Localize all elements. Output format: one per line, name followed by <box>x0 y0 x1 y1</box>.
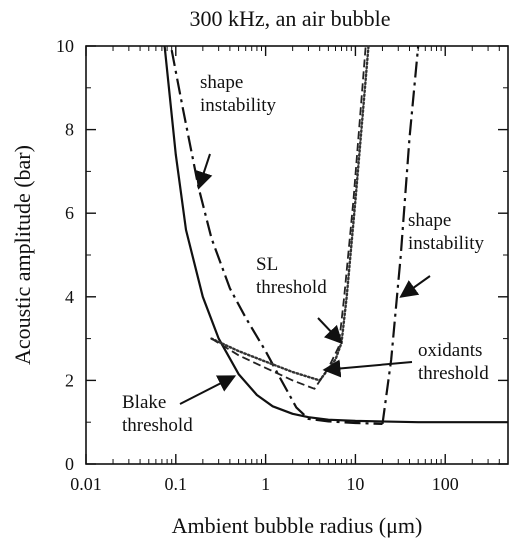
y-tick-label-3: 6 <box>65 203 74 223</box>
series-line-blake <box>163 45 508 424</box>
x-tick-label-3: 10 <box>346 474 364 494</box>
series-line-shape-right <box>381 45 420 425</box>
y-tick-label-5: 10 <box>56 36 74 56</box>
y-tick-label-1: 2 <box>65 370 74 390</box>
annotation-shape-left-line-1: instability <box>200 95 277 116</box>
annotation-arrow-oxidants <box>322 359 413 378</box>
x-tick-label-2: 1 <box>261 474 270 494</box>
y-tick-label-0: 0 <box>65 454 74 474</box>
y-tick-label-2: 4 <box>65 287 74 307</box>
annotation-blake-line-0: Blake <box>122 392 166 413</box>
y-axis-ticks: 0 2 4 6 8 10 <box>56 36 508 474</box>
y-tick-label-4: 8 <box>65 120 74 140</box>
x-axis-label: Ambient bubble radius (μm) <box>172 513 423 538</box>
annotation-oxidants-line-1: threshold <box>418 363 489 384</box>
annotation-sl-line-0: SL <box>256 254 278 275</box>
x-tick-label-0: 0.01 <box>70 474 102 494</box>
x-tick-label-1: 0.1 <box>165 474 188 494</box>
annotation-shape-right-line-0: shape <box>408 210 451 231</box>
annotation-shape-left-line-0: shape <box>200 72 243 93</box>
annotation-arrow-sl <box>317 317 343 345</box>
series-line-oxidants <box>211 45 367 390</box>
annotations-group: shapeinstabilityshapeinstabilitySLthresh… <box>122 72 489 436</box>
x-axis-ticks: 0.01 0.1 1 10 100 <box>70 46 500 494</box>
annotation-arrow-shape-right <box>399 275 431 298</box>
y-axis-label: Acoustic amplitude (bar) <box>10 145 35 365</box>
x-tick-label-4: 100 <box>432 474 459 494</box>
annotation-shape-right-line-1: instability <box>408 233 485 254</box>
annotation-blake-line-1: threshold <box>122 415 193 436</box>
chart-title: 300 kHz, an air bubble <box>190 6 391 31</box>
series-line-shape-left <box>170 49 383 425</box>
annotation-arrow-blake <box>179 375 237 405</box>
annotation-oxidants-line-0: oxidants <box>418 340 482 361</box>
annotation-sl-line-1: threshold <box>256 277 327 298</box>
annotation-arrow-shape-left <box>195 153 213 190</box>
